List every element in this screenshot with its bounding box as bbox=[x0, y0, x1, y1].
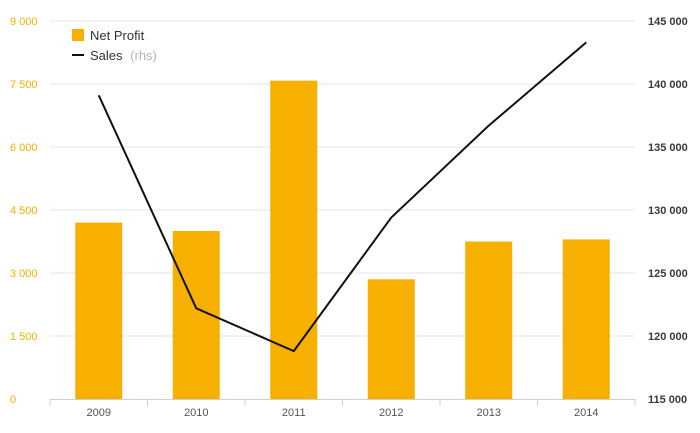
bar-net-profit-2009 bbox=[75, 222, 123, 399]
y-left-tick-label: 3 000 bbox=[10, 268, 38, 280]
bars-net-profit bbox=[75, 80, 610, 399]
x-tick-label: 2013 bbox=[477, 407, 501, 419]
bar-net-profit-2013 bbox=[465, 241, 513, 399]
y-right-tick-label: 130 000 bbox=[648, 205, 688, 217]
y-right-tick-label: 115 000 bbox=[648, 394, 687, 406]
y-right-tick-label: 140 000 bbox=[648, 79, 688, 91]
y-right-tick-label: 135 000 bbox=[648, 142, 688, 154]
y-left-tick-label: 4 500 bbox=[10, 205, 38, 217]
x-tick-label: 2009 bbox=[87, 407, 111, 419]
legend-label-sales: Sales (rhs) bbox=[90, 48, 157, 63]
x-axis bbox=[49, 399, 636, 406]
y-left-tick-label: 7 500 bbox=[10, 79, 38, 91]
legend-swatch-net-profit bbox=[72, 29, 84, 41]
bar-net-profit-2012 bbox=[367, 279, 415, 399]
legend-label-sales-suffix: (rhs) bbox=[130, 48, 157, 63]
legend-label-sales-name: Sales bbox=[90, 48, 123, 63]
y-left-tick-label: 6 000 bbox=[10, 142, 38, 154]
bar-net-profit-2014 bbox=[562, 239, 610, 399]
line-sales-path bbox=[97, 41, 587, 353]
x-tick-labels: 2009 2010 2011 2012 2013 2014 bbox=[87, 407, 599, 419]
y-left-tick-label: 1 500 bbox=[10, 331, 38, 343]
y-left-tick-label: 9 000 bbox=[10, 16, 38, 28]
y-axis-right: 115 000 120 000 125 000 130 000 135 000 140 0… bbox=[648, 16, 688, 406]
gridlines bbox=[50, 20, 635, 337]
x-tick-label: 2014 bbox=[574, 407, 598, 419]
legend-label-net-profit: Net Profit bbox=[90, 28, 145, 43]
y-left-tick-label: 0 bbox=[10, 394, 16, 406]
legend: Net Profit Sales (rhs) bbox=[72, 28, 157, 63]
bar-net-profit-2011 bbox=[270, 80, 318, 399]
y-right-tick-label: 120 000 bbox=[648, 331, 688, 343]
x-tick-label: 2011 bbox=[282, 407, 306, 419]
line-sales bbox=[97, 41, 587, 353]
y-right-tick-label: 125 000 bbox=[648, 268, 688, 280]
x-tick-label: 2010 bbox=[184, 407, 208, 419]
x-tick-label: 2012 bbox=[379, 407, 403, 419]
y-axis-left: 0 1 500 3 000 4 500 6 000 7 500 9 000 bbox=[10, 16, 38, 406]
y-right-tick-label: 145 000 bbox=[648, 16, 688, 28]
